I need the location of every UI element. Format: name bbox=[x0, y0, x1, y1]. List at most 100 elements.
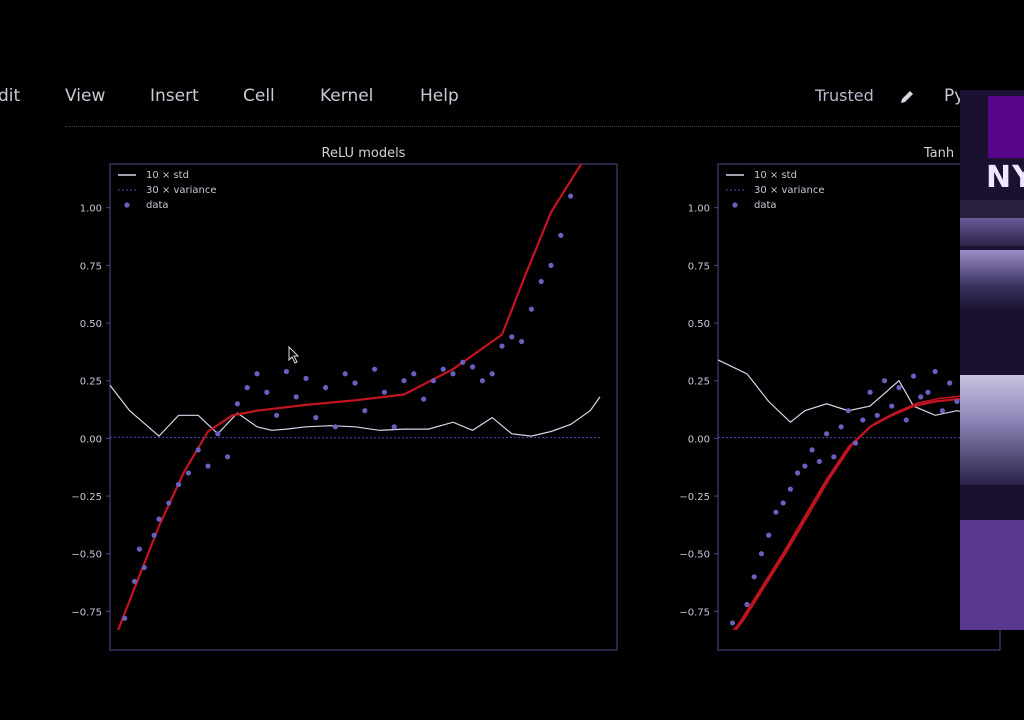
data-point bbox=[136, 546, 142, 552]
menu-insert[interactable]: Insert bbox=[150, 86, 199, 106]
data-point bbox=[264, 389, 270, 395]
data-point bbox=[372, 366, 378, 372]
y-tick-label: 0.75 bbox=[80, 261, 102, 272]
data-point bbox=[254, 371, 260, 377]
data-point bbox=[939, 408, 946, 414]
data-point bbox=[151, 532, 157, 538]
data-point bbox=[787, 486, 794, 492]
data-point bbox=[122, 615, 128, 621]
y-tick-label: 0.25 bbox=[80, 377, 102, 388]
series-line-30-variance bbox=[110, 436, 601, 439]
data-point bbox=[816, 458, 822, 465]
data-point bbox=[773, 509, 779, 515]
legend-label: 30 × variance bbox=[146, 185, 217, 196]
y-tick-label: −0.25 bbox=[71, 492, 102, 503]
data-point bbox=[381, 389, 387, 395]
data-point bbox=[450, 371, 456, 377]
legend-label: 30 × variance bbox=[754, 185, 825, 196]
data-point bbox=[440, 366, 446, 372]
data-point bbox=[766, 532, 772, 538]
menu-edit[interactable]: dit bbox=[0, 86, 21, 106]
menu-view[interactable]: View bbox=[65, 86, 106, 106]
data-point bbox=[274, 412, 280, 418]
data-point bbox=[283, 368, 289, 375]
data-point bbox=[499, 343, 505, 349]
data-point bbox=[411, 371, 417, 377]
data-point bbox=[795, 470, 801, 476]
data-point bbox=[205, 463, 211, 469]
y-tick-label: −0.75 bbox=[71, 607, 102, 618]
legend-data-swatch bbox=[732, 202, 738, 208]
data-point bbox=[185, 470, 191, 476]
menu-cell[interactable]: Cell bbox=[243, 86, 275, 106]
data-point bbox=[932, 368, 938, 375]
data-point bbox=[401, 378, 407, 384]
kernel-name: Py bbox=[944, 86, 965, 106]
video-region bbox=[960, 375, 1024, 485]
data-point bbox=[460, 359, 466, 365]
data-point bbox=[845, 408, 851, 414]
data-point bbox=[538, 278, 544, 285]
data-point bbox=[244, 385, 250, 391]
legend-label: data bbox=[146, 200, 169, 211]
data-point bbox=[867, 389, 873, 395]
data-point bbox=[430, 378, 436, 384]
data-point bbox=[313, 415, 319, 421]
nyu-logo-text: NY bbox=[986, 160, 1024, 195]
plot-frame bbox=[717, 163, 1001, 651]
y-tick-label: 0.00 bbox=[688, 434, 710, 445]
data-point bbox=[470, 364, 476, 370]
data-point bbox=[166, 500, 172, 506]
data-point bbox=[509, 334, 515, 340]
data-point bbox=[838, 424, 844, 430]
series-line-fit bbox=[116, 164, 583, 630]
nyu-video-overlay: NY bbox=[960, 90, 1024, 630]
data-point bbox=[131, 578, 138, 585]
video-region bbox=[960, 200, 1024, 218]
nyu-logo bbox=[988, 96, 1024, 158]
data-point bbox=[176, 481, 182, 488]
data-point bbox=[809, 447, 815, 453]
y-tick-label: 0.50 bbox=[688, 319, 710, 330]
y-tick-label: −0.75 bbox=[679, 607, 710, 618]
data-point bbox=[947, 380, 953, 386]
trusted-indicator[interactable]: Trusted bbox=[815, 86, 874, 105]
data-point bbox=[391, 424, 397, 430]
data-point bbox=[303, 375, 309, 381]
plot-frame bbox=[109, 163, 618, 651]
data-point bbox=[896, 385, 902, 391]
y-tick-label: 1.00 bbox=[688, 204, 710, 215]
y-tick-label: −0.25 bbox=[679, 492, 710, 503]
y-tick-label: 0.25 bbox=[688, 377, 710, 388]
data-point bbox=[489, 371, 495, 377]
data-point bbox=[831, 454, 837, 460]
data-point bbox=[954, 398, 960, 405]
data-point bbox=[548, 262, 554, 268]
data-point bbox=[918, 394, 924, 400]
menu-kernel[interactable]: Kernel bbox=[320, 86, 374, 106]
data-point bbox=[925, 389, 931, 395]
data-point bbox=[780, 500, 786, 506]
mouse-cursor-icon bbox=[288, 345, 300, 364]
data-point bbox=[332, 424, 338, 430]
data-point bbox=[519, 338, 525, 345]
data-point bbox=[293, 394, 299, 400]
data-point bbox=[737, 632, 742, 637]
pencil-icon[interactable] bbox=[898, 88, 916, 106]
data-point bbox=[156, 516, 162, 522]
data-point bbox=[479, 378, 485, 384]
series-line-10-std bbox=[110, 384, 601, 437]
data-point bbox=[421, 396, 427, 402]
video-region bbox=[960, 520, 1024, 630]
data-point bbox=[215, 431, 221, 437]
data-point bbox=[903, 417, 909, 423]
menu-help[interactable]: Help bbox=[420, 86, 459, 106]
data-point bbox=[852, 440, 859, 446]
video-region bbox=[960, 250, 1024, 310]
data-point bbox=[141, 564, 147, 571]
legend: 10 × std 30 × variance data bbox=[118, 170, 217, 211]
data-point bbox=[758, 551, 765, 557]
data-point bbox=[112, 632, 117, 637]
data-point bbox=[528, 306, 535, 312]
